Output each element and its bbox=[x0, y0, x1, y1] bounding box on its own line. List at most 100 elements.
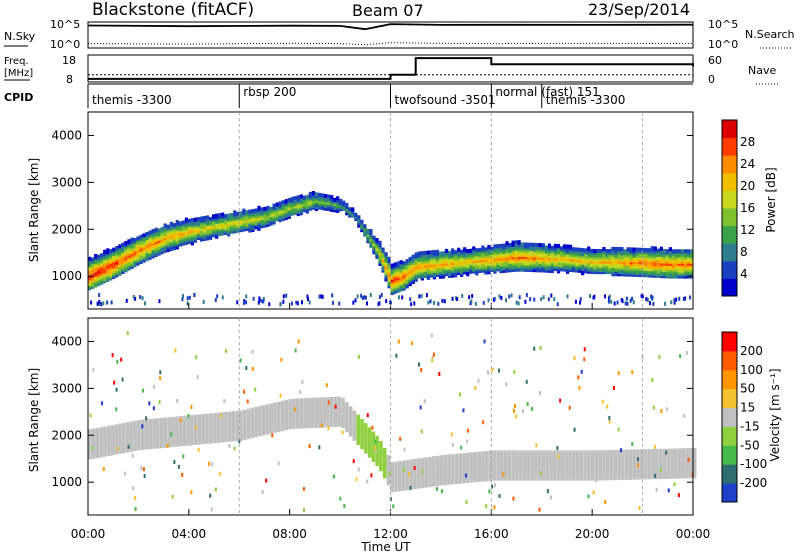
power-cell bbox=[656, 254, 660, 259]
velocity-cell bbox=[330, 420, 334, 425]
power-cell bbox=[550, 254, 555, 259]
velocity-cell bbox=[159, 430, 164, 436]
velocity-cell bbox=[178, 426, 183, 431]
velocity-cell bbox=[114, 442, 118, 447]
velocity-cell bbox=[341, 418, 345, 423]
power-cell bbox=[478, 252, 482, 257]
power-cell bbox=[133, 248, 137, 253]
power-cell bbox=[326, 194, 331, 199]
power-cell bbox=[605, 268, 609, 273]
power-cell bbox=[426, 256, 430, 261]
power-cell bbox=[644, 262, 648, 267]
velocity-colorbar-swatch bbox=[722, 388, 737, 409]
power-cell bbox=[172, 233, 176, 238]
velocity-cell bbox=[481, 451, 485, 456]
power-cell bbox=[118, 259, 122, 264]
velocity-cell bbox=[541, 452, 546, 458]
velocity-cell bbox=[572, 476, 576, 481]
power-cell bbox=[393, 285, 397, 290]
velocity-cell bbox=[133, 438, 137, 444]
velocity-cell bbox=[447, 480, 451, 485]
power-cell bbox=[94, 277, 98, 282]
power-cell bbox=[215, 232, 219, 237]
velocity-cell bbox=[541, 455, 546, 461]
velocity-cell bbox=[314, 423, 319, 428]
power-cell bbox=[556, 258, 561, 263]
power-cell bbox=[399, 277, 403, 282]
velocity-cell bbox=[496, 458, 500, 463]
power-cell bbox=[163, 231, 167, 236]
velocity-cell bbox=[658, 453, 663, 459]
power-cell bbox=[275, 213, 279, 218]
velocity-cell bbox=[488, 476, 493, 481]
velocity-cell bbox=[621, 454, 625, 460]
power-cell bbox=[136, 257, 140, 262]
power-cell bbox=[302, 201, 306, 206]
power-cell bbox=[100, 272, 104, 277]
power-cell bbox=[166, 245, 170, 250]
power-cell bbox=[550, 258, 555, 263]
power-cell bbox=[584, 267, 588, 272]
velocity-cell bbox=[647, 461, 652, 467]
velocity-cell bbox=[655, 464, 659, 469]
velocity-cell bbox=[469, 452, 474, 457]
power-cell bbox=[435, 270, 440, 275]
power-cell bbox=[175, 234, 179, 239]
velocity-colorbar-tick: -100 bbox=[740, 457, 767, 471]
velocity-cell bbox=[564, 473, 568, 479]
velocity-cell bbox=[522, 470, 527, 476]
power-cell bbox=[91, 272, 95, 277]
power-cell bbox=[408, 277, 412, 282]
velocity-cell bbox=[367, 440, 372, 445]
velocity-cell bbox=[598, 473, 602, 478]
velocity-cell bbox=[311, 413, 315, 418]
velocity-cell bbox=[224, 419, 228, 425]
velocity-cell bbox=[405, 483, 410, 488]
power-cell bbox=[266, 216, 270, 221]
power-cell bbox=[184, 226, 188, 231]
power-cell bbox=[205, 236, 210, 241]
power-cell bbox=[623, 272, 627, 277]
power-cell bbox=[650, 246, 654, 251]
power-cell bbox=[620, 257, 624, 262]
power-cell bbox=[366, 230, 370, 235]
velocity-cell bbox=[665, 407, 668, 412]
velocity-cell bbox=[613, 470, 618, 475]
velocity-cell bbox=[689, 466, 693, 471]
power-cell bbox=[496, 267, 500, 272]
velocity-cell bbox=[330, 402, 334, 407]
velocity-cell bbox=[148, 424, 152, 429]
velocity-cell bbox=[133, 431, 137, 436]
power-cell bbox=[366, 237, 370, 242]
velocity-cell bbox=[549, 460, 553, 466]
velocity-cell bbox=[379, 456, 383, 461]
power-cell bbox=[369, 237, 373, 242]
velocity-cell bbox=[345, 420, 349, 425]
power-cell bbox=[278, 211, 282, 216]
power-cell bbox=[405, 282, 409, 287]
power-cell bbox=[632, 272, 636, 277]
power-cell bbox=[617, 261, 621, 266]
velocity-cell bbox=[125, 424, 130, 430]
power-cell bbox=[233, 222, 237, 227]
velocity-cell bbox=[258, 411, 262, 416]
velocity-cell bbox=[197, 447, 200, 452]
power-cell bbox=[121, 265, 125, 270]
power-cell bbox=[650, 265, 654, 270]
velocity-cell bbox=[125, 448, 130, 453]
power-cell bbox=[296, 197, 300, 202]
velocity-cell bbox=[299, 398, 304, 403]
velocity-cell bbox=[492, 463, 497, 468]
power-cell bbox=[281, 210, 285, 215]
power-cell bbox=[532, 244, 536, 249]
power-cell bbox=[447, 271, 452, 276]
power-cell bbox=[157, 228, 161, 233]
velocity-cell bbox=[224, 437, 228, 443]
power-cell bbox=[623, 251, 627, 256]
velocity-cell bbox=[458, 479, 463, 484]
velocity-cell bbox=[375, 448, 379, 454]
power-cell bbox=[641, 249, 645, 254]
velocity-cell bbox=[609, 455, 614, 460]
power-cell bbox=[139, 243, 143, 248]
velocity-cell bbox=[295, 421, 300, 427]
